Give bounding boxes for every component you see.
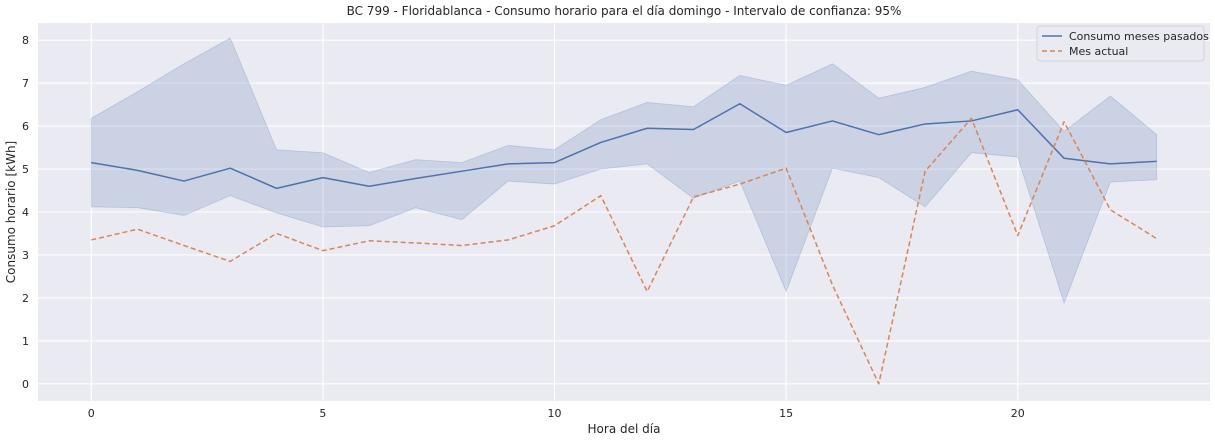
y-tick-label: 3 bbox=[22, 249, 29, 262]
x-tick-label: 10 bbox=[548, 407, 562, 420]
y-axis-ticks: 0 1 2 3 4 5 6 7 8 bbox=[22, 34, 29, 391]
y-axis-label: Consumo horario [kWh] bbox=[4, 141, 18, 283]
x-axis-label: Hora del día bbox=[588, 422, 661, 436]
x-axis-ticks: 0 5 10 15 20 bbox=[88, 407, 1025, 420]
x-tick-label: 0 bbox=[88, 407, 95, 420]
y-tick-label: 2 bbox=[22, 292, 29, 305]
legend-label-consumo-meses-pasados: Consumo meses pasados bbox=[1069, 30, 1209, 43]
y-tick-label: 4 bbox=[22, 206, 29, 219]
series-line-1 bbox=[91, 117, 1158, 385]
y-tick-label: 5 bbox=[22, 163, 29, 176]
series-lines-layer bbox=[91, 103, 1158, 385]
series-line-0 bbox=[91, 103, 1157, 190]
legend: Consumo meses pasados Mes actual bbox=[1036, 25, 1209, 62]
y-tick-label: 8 bbox=[22, 34, 29, 47]
legend-box bbox=[1036, 25, 1205, 62]
y-tick-label: 0 bbox=[22, 378, 29, 391]
x-tick-label: 5 bbox=[319, 407, 326, 420]
gridlines bbox=[38, 23, 1210, 401]
confidence-band bbox=[90, 37, 1158, 305]
confidence-band-layer bbox=[90, 37, 1158, 305]
legend-label-mes-actual: Mes actual bbox=[1069, 45, 1128, 58]
chart-title: BC 799 - Floridablanca - Consumo horario… bbox=[347, 4, 902, 18]
x-tick-label: 20 bbox=[1011, 407, 1025, 420]
x-tick-label: 15 bbox=[779, 407, 793, 420]
y-tick-label: 6 bbox=[22, 120, 29, 133]
y-tick-label: 1 bbox=[22, 335, 29, 348]
y-tick-label: 7 bbox=[22, 77, 29, 90]
